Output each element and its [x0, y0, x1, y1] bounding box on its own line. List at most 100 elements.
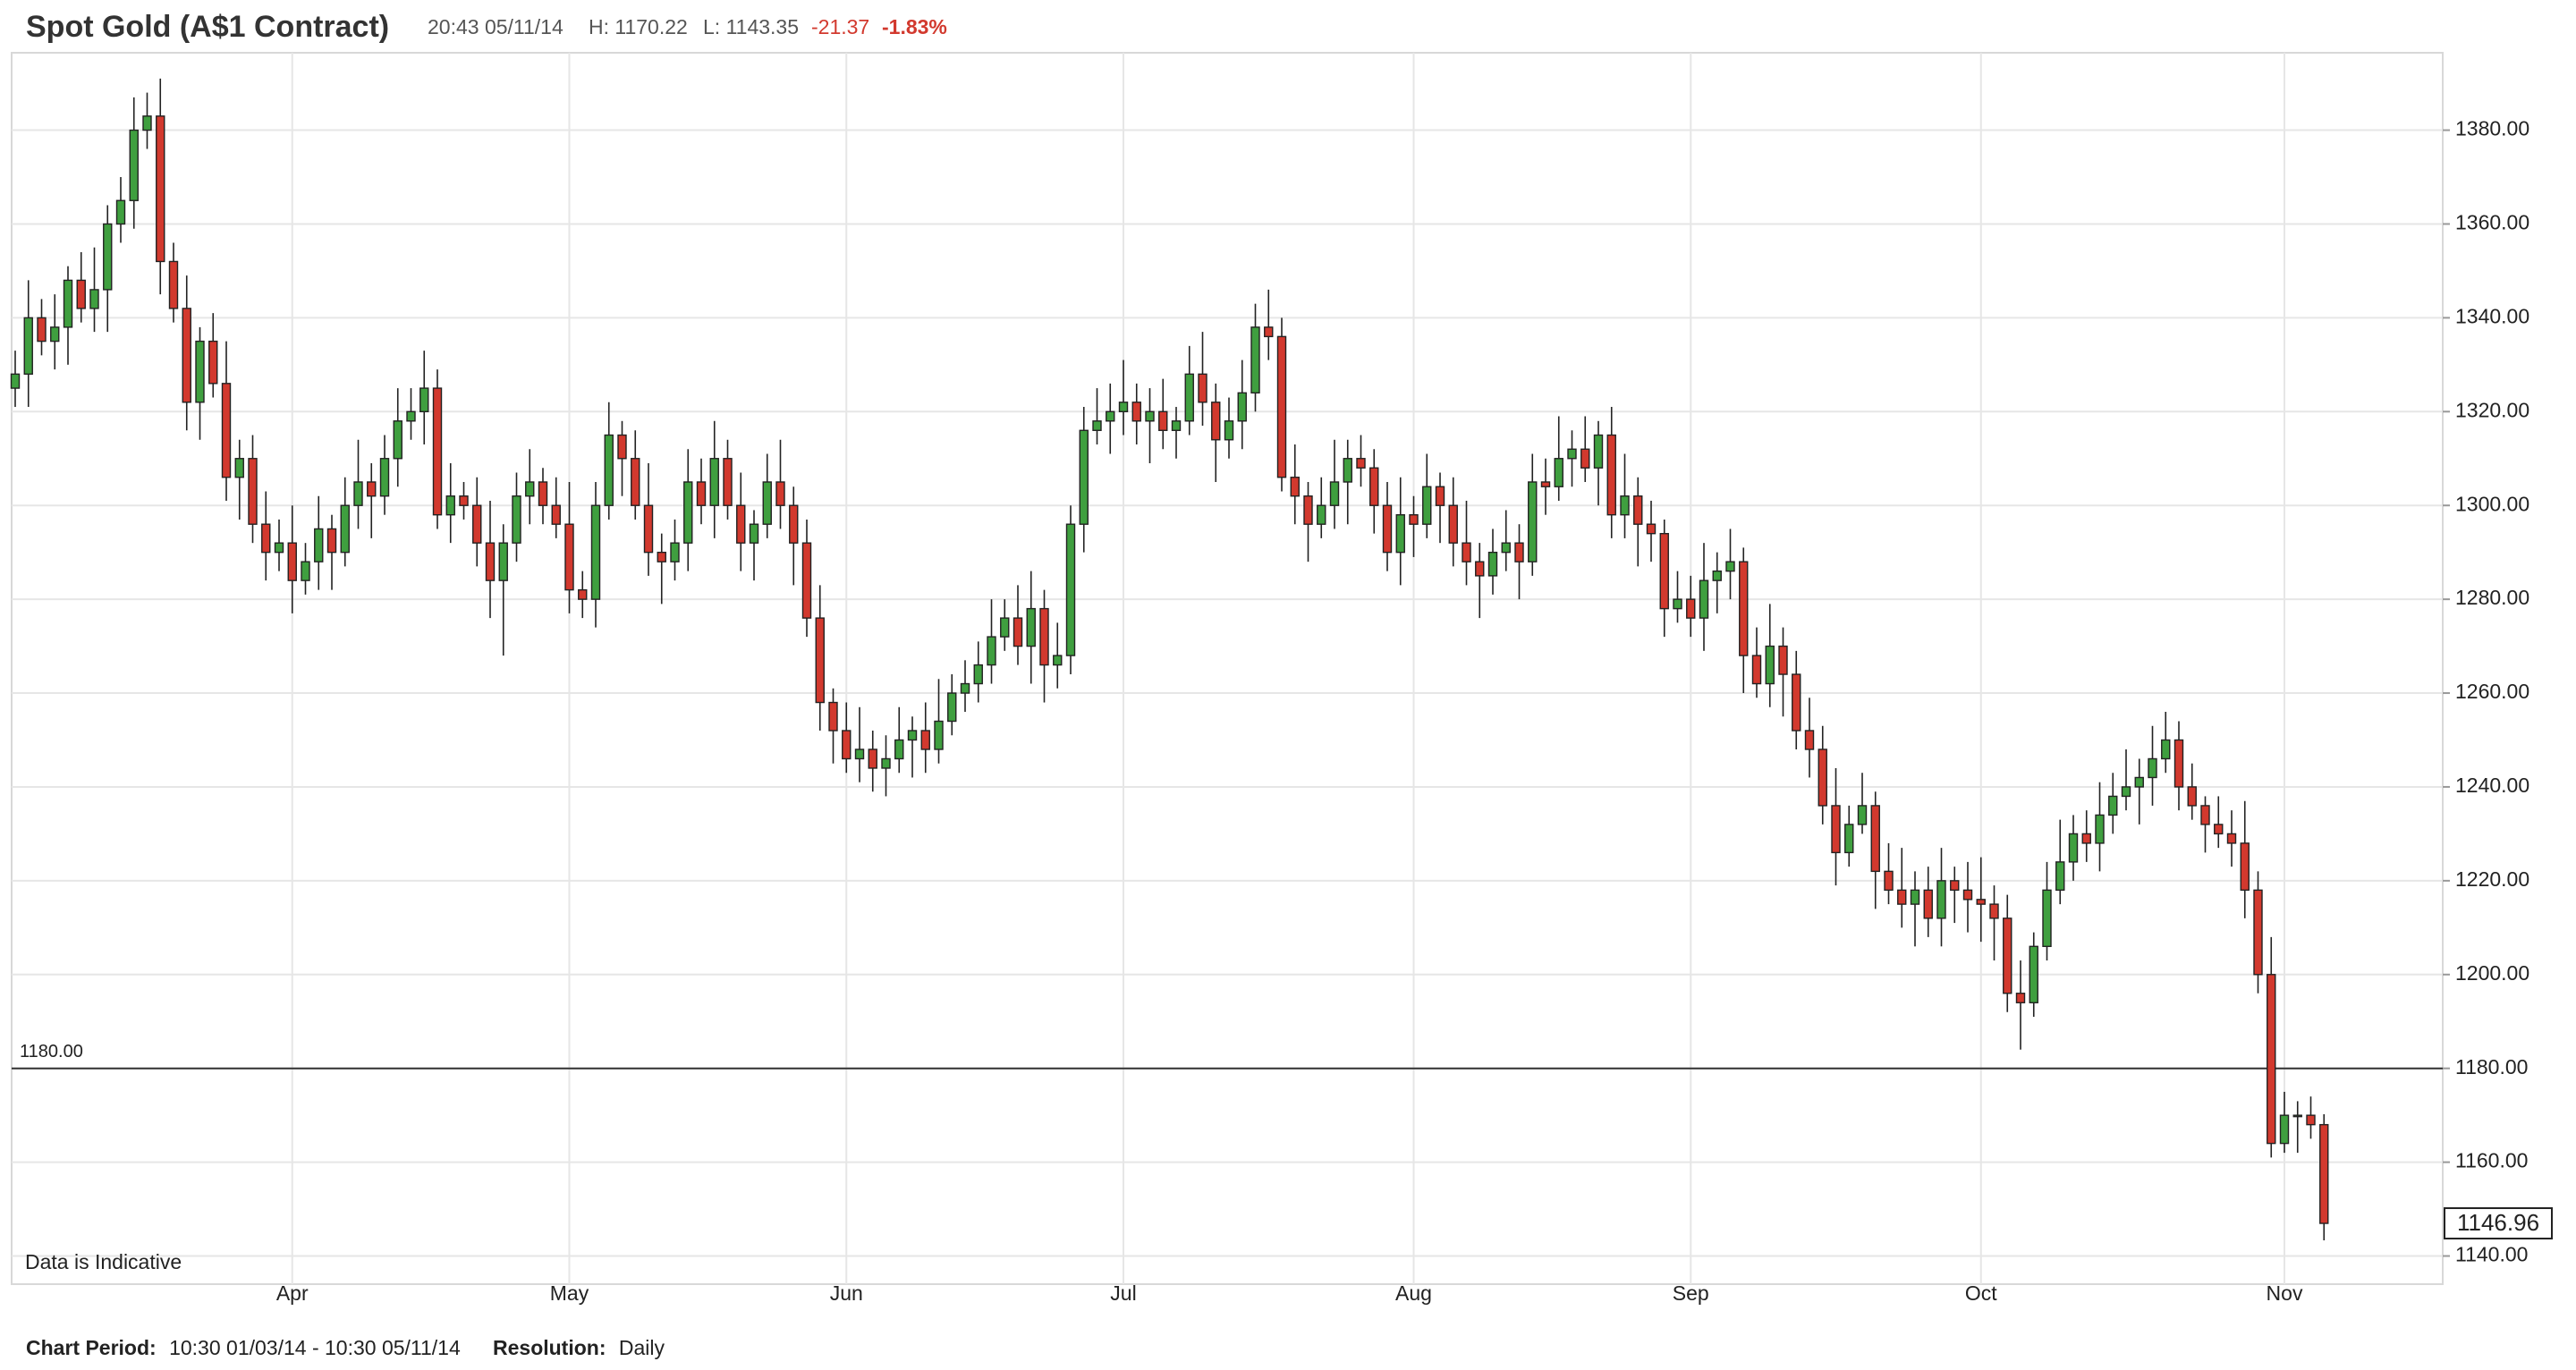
candle-body [1857, 805, 1868, 825]
y-tick-label: 1280.00 [2455, 586, 2529, 609]
candle-body [1751, 655, 1762, 685]
candle-body [512, 495, 521, 544]
candle-body [1276, 335, 1287, 478]
y-tick-label: 1360.00 [2455, 211, 2529, 234]
candle-body [1620, 495, 1630, 516]
candle-body [445, 495, 455, 516]
candle-body [1462, 542, 1471, 562]
candle-body [578, 588, 588, 600]
candle-body [287, 542, 297, 581]
candle-body [1039, 607, 1049, 666]
candle-body [1646, 523, 1657, 535]
candle-body [115, 199, 126, 225]
candle-body [2003, 918, 2012, 994]
candle-body [815, 617, 825, 704]
candle-body [881, 757, 891, 769]
candle-body [801, 542, 812, 619]
candle-body [2240, 842, 2250, 892]
candle-body [894, 739, 904, 760]
y-tick-label: 1260.00 [2455, 680, 2529, 703]
x-tick-label: Sep [1673, 1281, 1709, 1305]
candle-body [683, 481, 693, 544]
x-tick-label: Apr [276, 1281, 309, 1305]
candle-body [63, 279, 73, 328]
candle-body [1514, 542, 1524, 562]
candle-body [353, 481, 363, 506]
candle-body [828, 701, 838, 732]
candle-body [947, 692, 957, 723]
candle-body [459, 495, 469, 506]
candle-body [564, 523, 574, 591]
candle-body [2095, 814, 2105, 844]
candle-body [907, 730, 918, 741]
candle-body [1184, 373, 1194, 422]
y-tick-label: 1380.00 [2455, 117, 2529, 140]
candle-body [182, 308, 191, 403]
candle-body [1976, 899, 1986, 905]
candle-body [1013, 617, 1023, 647]
candle-body [2161, 739, 2171, 760]
y-tick-label: 1340.00 [2455, 304, 2529, 327]
y-tick-label: 1200.00 [2455, 961, 2529, 985]
candle-body [274, 542, 284, 554]
reference-line-label: 1180.00 [20, 1042, 83, 1061]
x-tick-label: Jun [830, 1281, 863, 1305]
x-tick-label: Oct [1965, 1281, 1997, 1305]
candle-body [657, 551, 666, 562]
candle-body [2042, 889, 2052, 948]
candle-body [1699, 579, 1709, 619]
candle-body [934, 720, 944, 750]
header-change: -21.37 [811, 15, 869, 38]
x-tick-label: May [550, 1281, 589, 1305]
candle-body [142, 115, 152, 131]
candle-body [1936, 880, 1946, 919]
candle-body [696, 481, 707, 506]
header-change-percent: -1.83% [882, 15, 947, 38]
candle-body [868, 748, 877, 769]
candle-body [1118, 402, 1129, 412]
candle-body [723, 458, 733, 506]
candle-body [1079, 429, 1089, 525]
x-tick-label: Nov [2267, 1281, 2303, 1305]
footer-period: 10:30 01/03/14 - 10:30 05/11/14 [169, 1336, 461, 1359]
candle-body [1528, 481, 1538, 562]
footer-resolution: Daily [619, 1336, 665, 1359]
candle-body [1633, 495, 1643, 525]
candle-body [525, 481, 535, 497]
candle-body [1897, 889, 1907, 905]
candle-body [2200, 805, 2210, 825]
candle-body [221, 383, 232, 478]
candle-body [168, 260, 179, 309]
candle-body [326, 528, 337, 554]
candle-body [156, 115, 165, 263]
candle-body [1804, 730, 1815, 750]
candle-body [1831, 805, 1841, 854]
candle-body [617, 434, 627, 460]
candle-body [1290, 477, 1300, 497]
candle-body [2292, 1114, 2302, 1118]
candle-body [2081, 833, 2091, 844]
plot-frame [11, 52, 2444, 1285]
candle-body [498, 542, 508, 581]
candle-body [1712, 570, 1722, 581]
candle-body [1053, 655, 1063, 666]
candle-body [1343, 458, 1352, 483]
candle-body [2121, 786, 2131, 798]
candle-body [1540, 481, 1551, 487]
footer: Chart Period: 10:30 01/03/14 - 10:30 05/… [26, 1336, 665, 1359]
candle-body [419, 387, 429, 412]
y-tick-label: 1240.00 [2455, 774, 2529, 797]
candle-body [1329, 481, 1340, 506]
candle-body [485, 542, 496, 581]
candle-body [76, 279, 86, 309]
candle-body [1725, 561, 1735, 572]
candle-body [1593, 434, 1604, 469]
candle-body [2148, 757, 2157, 779]
candle-body [854, 748, 865, 760]
candle-body [1317, 504, 1326, 525]
candle-body [1554, 458, 1563, 487]
candle-body [1158, 410, 1168, 431]
candle-body [367, 481, 377, 497]
candle-body [195, 340, 205, 403]
candle-body [1739, 561, 1749, 656]
